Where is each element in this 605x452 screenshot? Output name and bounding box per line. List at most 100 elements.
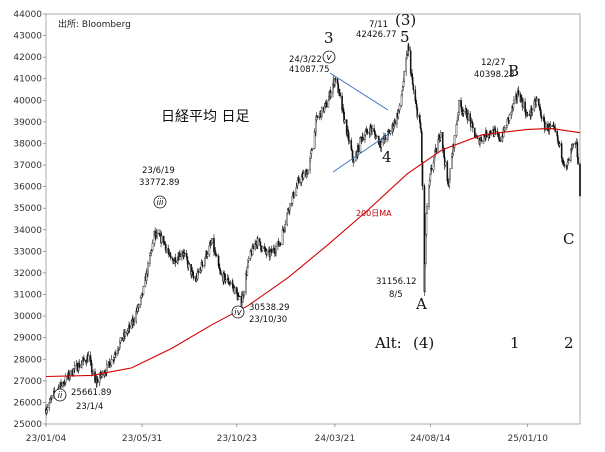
candle-body [366, 131, 369, 133]
candle-body [298, 178, 300, 183]
x-tick-label: 24/03/21 [315, 434, 355, 444]
marker-label: iii [156, 198, 164, 208]
candle-body [302, 173, 305, 179]
x-tick-label: 23/05/31 [122, 434, 162, 444]
candle-body [321, 107, 323, 118]
annotation-value: 31156.12 [376, 277, 417, 287]
candle-body [173, 260, 175, 264]
candle-body [110, 359, 113, 366]
candle-body [412, 84, 415, 91]
candle-body [128, 325, 131, 329]
candle-body [46, 407, 49, 411]
annotation-value: 42426.77 [356, 30, 397, 40]
wave-label: (3) [395, 11, 416, 29]
wave-label: Alt: [374, 334, 402, 352]
candle-body [311, 148, 314, 151]
candle-body [170, 255, 172, 259]
candle-body [202, 264, 204, 267]
candle-body [327, 100, 330, 108]
y-tick-label: 36000 [13, 183, 42, 193]
candle-body [295, 187, 298, 196]
y-tick-label: 35000 [13, 204, 42, 214]
candle-body [389, 131, 392, 134]
candle-body [425, 213, 428, 235]
candle-body [238, 295, 241, 297]
candle-body [96, 379, 99, 383]
candle-body [428, 185, 430, 207]
candle-body [206, 254, 209, 257]
candle-body [92, 371, 94, 374]
annotation-value: 30538.29 [249, 303, 290, 313]
candle-body [90, 363, 93, 373]
annotation-date: 23/10/30 [249, 315, 287, 325]
candle-body [51, 395, 53, 399]
wave-label: 2 [564, 334, 574, 352]
candle-body [494, 130, 497, 132]
y-tick-label: 41000 [13, 75, 42, 85]
candle-body [480, 137, 483, 141]
candle-body [563, 164, 566, 166]
wave-label: 1 [510, 334, 520, 352]
candle-body [513, 99, 515, 104]
candle-body [156, 232, 158, 237]
candle-body [498, 133, 500, 140]
candle-body [558, 143, 561, 146]
candle-body [284, 224, 287, 229]
candle-body [87, 355, 90, 362]
candle-body [172, 258, 174, 261]
candle-body [353, 160, 355, 163]
y-tick-label: 30000 [13, 312, 42, 322]
candle-body [204, 258, 206, 266]
candle-body [211, 238, 213, 244]
y-tick-label: 26000 [13, 398, 42, 408]
ma-label: 200日MA [356, 209, 392, 218]
candle-body [424, 263, 426, 292]
candle-body [437, 139, 439, 153]
wave-label: 4 [382, 148, 392, 166]
marker-circle [53, 388, 67, 402]
candle-body [201, 261, 204, 266]
x-tick-label: 23/01/04 [26, 434, 67, 444]
y-tick-label: 31000 [13, 291, 42, 301]
marker-circle [322, 50, 336, 64]
wave-label: A [415, 295, 427, 313]
plot-frame [45, 13, 581, 425]
candle-body [524, 101, 526, 112]
candle-body [197, 270, 200, 273]
candle-body [385, 138, 387, 140]
candle-body [469, 113, 471, 122]
candle-body [179, 253, 181, 258]
candle-body [430, 168, 433, 171]
candle-body [124, 331, 126, 337]
candle-body [316, 115, 319, 118]
candle-body [151, 243, 154, 251]
x-tick-label: 25/01/10 [508, 434, 549, 444]
candle-body [261, 246, 264, 251]
candle-body [426, 206, 428, 214]
y-tick-label: 32000 [13, 269, 42, 279]
candle-body [424, 234, 427, 264]
annotation-date: 8/5 [389, 290, 403, 300]
triangle-upper-line [329, 72, 389, 111]
annotation-date: 7/11 [369, 20, 388, 30]
candle-body [481, 140, 483, 142]
candle-body [517, 90, 520, 95]
marker-circle [231, 305, 245, 319]
candle-body [165, 247, 168, 251]
y-tick-label: 43000 [13, 32, 42, 42]
candle-body [401, 90, 404, 96]
candle-body [247, 258, 250, 261]
candle-body [421, 131, 423, 163]
candle-body [119, 337, 122, 343]
candle-body [147, 263, 149, 275]
candle-body [398, 105, 401, 111]
candle-body [83, 357, 85, 361]
y-tick-label: 28000 [13, 355, 42, 365]
candle-body [279, 243, 282, 245]
annotation-value: 41087.75 [289, 65, 330, 75]
candle-body [362, 136, 364, 141]
candle-body [439, 132, 442, 138]
y-tick-label: 37000 [13, 161, 42, 171]
candle-body [357, 145, 360, 153]
candle-body [526, 114, 529, 116]
